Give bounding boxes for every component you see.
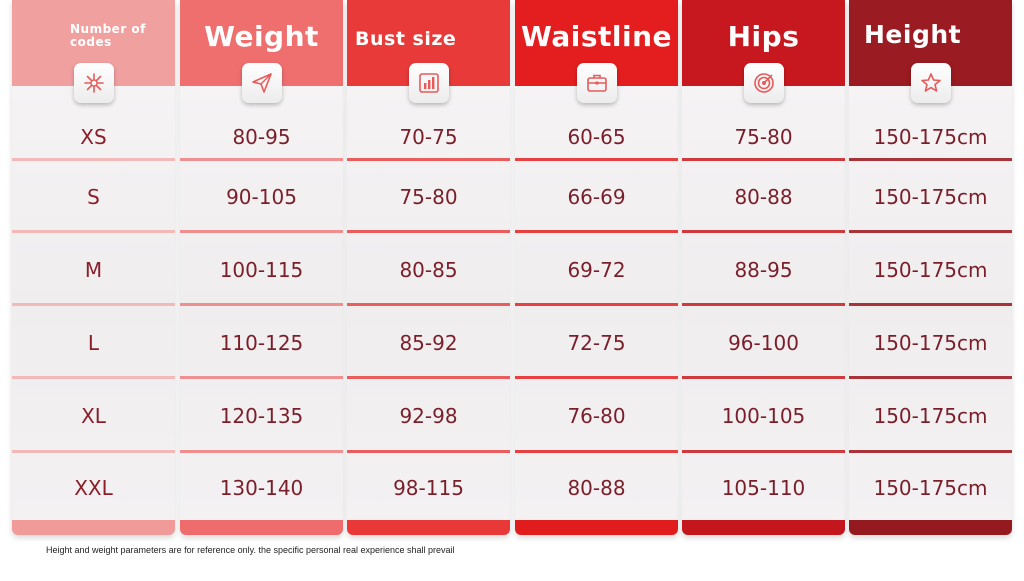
row-divider <box>180 230 343 233</box>
column-2: Weight 80-95 90-105 100-115 110-125 120-135 13… <box>180 0 343 535</box>
table-cell: 92-98 <box>399 404 458 428</box>
sparkle-icon <box>73 63 114 103</box>
table-cell: 80-88 <box>734 185 793 209</box>
column-footer <box>12 520 175 535</box>
row-divider <box>180 450 343 453</box>
column-header-label: Hips <box>727 20 800 53</box>
row-divider <box>12 376 175 379</box>
row-divider <box>849 303 1012 306</box>
column-footer <box>682 520 845 535</box>
table-cell: 150-175cm <box>873 125 988 149</box>
table-cell: 120-135 <box>219 404 304 428</box>
row-divider <box>849 450 1012 453</box>
table-cell: 110-125 <box>219 331 304 355</box>
table-cell: 98-115 <box>393 476 464 500</box>
row-divider <box>12 158 175 161</box>
target-icon <box>743 63 784 103</box>
table-cell: 100-105 <box>721 404 806 428</box>
column-header-label: Bust size <box>355 28 457 50</box>
table-cell: 76-80 <box>567 404 626 428</box>
table-cell: XS <box>80 125 107 149</box>
row-divider <box>682 158 845 161</box>
column-footer <box>180 520 343 535</box>
row-divider <box>849 376 1012 379</box>
row-divider <box>682 376 845 379</box>
column-1: Number of codes XS S M L XL XXL <box>12 0 175 535</box>
column-6: Height 150-175cm 150-175cm 150-175cm 150-175… <box>849 0 1012 535</box>
table-cell: 150-175cm <box>873 185 988 209</box>
row-divider <box>347 376 510 379</box>
column-header-label: Waistline <box>520 20 673 53</box>
table-cell: S <box>87 185 100 209</box>
row-divider <box>180 376 343 379</box>
column-4: Waistline 60-65 66-69 69-72 72-75 76-80 80-88 <box>515 0 678 535</box>
table-cell: 80-85 <box>399 258 458 282</box>
table-cell: 88-95 <box>734 258 793 282</box>
table-cell: L <box>87 331 100 355</box>
row-divider <box>682 450 845 453</box>
table-cell: 75-80 <box>734 125 793 149</box>
row-divider <box>347 450 510 453</box>
row-divider <box>849 230 1012 233</box>
row-divider <box>12 450 175 453</box>
table-cell: 100-115 <box>219 258 304 282</box>
row-divider <box>682 303 845 306</box>
row-divider <box>515 230 678 233</box>
table-cell: 85-92 <box>399 331 458 355</box>
table-cell: 150-175cm <box>873 404 988 428</box>
column-header: Bust size <box>347 0 510 86</box>
briefcase-icon <box>576 63 617 103</box>
column-footer <box>347 520 510 535</box>
table-cell: 80-88 <box>567 476 626 500</box>
column-3: Bust size 70-75 75-80 80-85 85-92 92-98 98-115 <box>347 0 510 535</box>
table-cell: 96-100 <box>728 331 799 355</box>
column-header-label: Number of codes <box>70 22 146 49</box>
table-cell: 105-110 <box>721 476 806 500</box>
table-cell: 150-175cm <box>873 331 988 355</box>
table-cell: XL <box>81 404 106 428</box>
row-divider <box>347 158 510 161</box>
row-divider <box>515 376 678 379</box>
row-divider <box>849 158 1012 161</box>
star-icon <box>910 63 951 103</box>
row-divider <box>180 303 343 306</box>
row-divider <box>347 303 510 306</box>
row-divider <box>12 230 175 233</box>
row-divider <box>347 230 510 233</box>
row-divider <box>515 303 678 306</box>
table-cell: 75-80 <box>399 185 458 209</box>
table-cell: M <box>84 258 103 282</box>
table-cell: 66-69 <box>567 185 626 209</box>
table-cell: 69-72 <box>567 258 626 282</box>
table-cell: 70-75 <box>399 125 458 149</box>
row-divider <box>12 303 175 306</box>
table-cell: 90-105 <box>226 185 297 209</box>
table-cell: 150-175cm <box>873 258 988 282</box>
row-divider <box>180 158 343 161</box>
row-divider <box>515 158 678 161</box>
column-header-label: Weight <box>204 20 319 53</box>
row-divider <box>515 450 678 453</box>
column-5: Hips 75-80 80-88 88-95 96-100 100-105 105-110 <box>682 0 845 535</box>
paper-plane-icon <box>241 63 282 103</box>
table-cell: 130-140 <box>219 476 304 500</box>
size-chart-table: Number of codes XS S M L XL XXL Weight 80-95 90-1… <box>12 0 1012 535</box>
table-cell: 60-65 <box>567 125 626 149</box>
footnote: Height and weight parameters are for ref… <box>46 545 455 555</box>
table-cell: 80-95 <box>232 125 291 149</box>
column-footer <box>515 520 678 535</box>
column-header-label: Height <box>864 20 962 49</box>
table-cell: 72-75 <box>567 331 626 355</box>
column-footer <box>849 520 1012 535</box>
table-cell: 150-175cm <box>873 476 988 500</box>
bar-chart-icon <box>408 63 449 103</box>
row-divider <box>682 230 845 233</box>
table-cell: XXL <box>74 476 113 500</box>
